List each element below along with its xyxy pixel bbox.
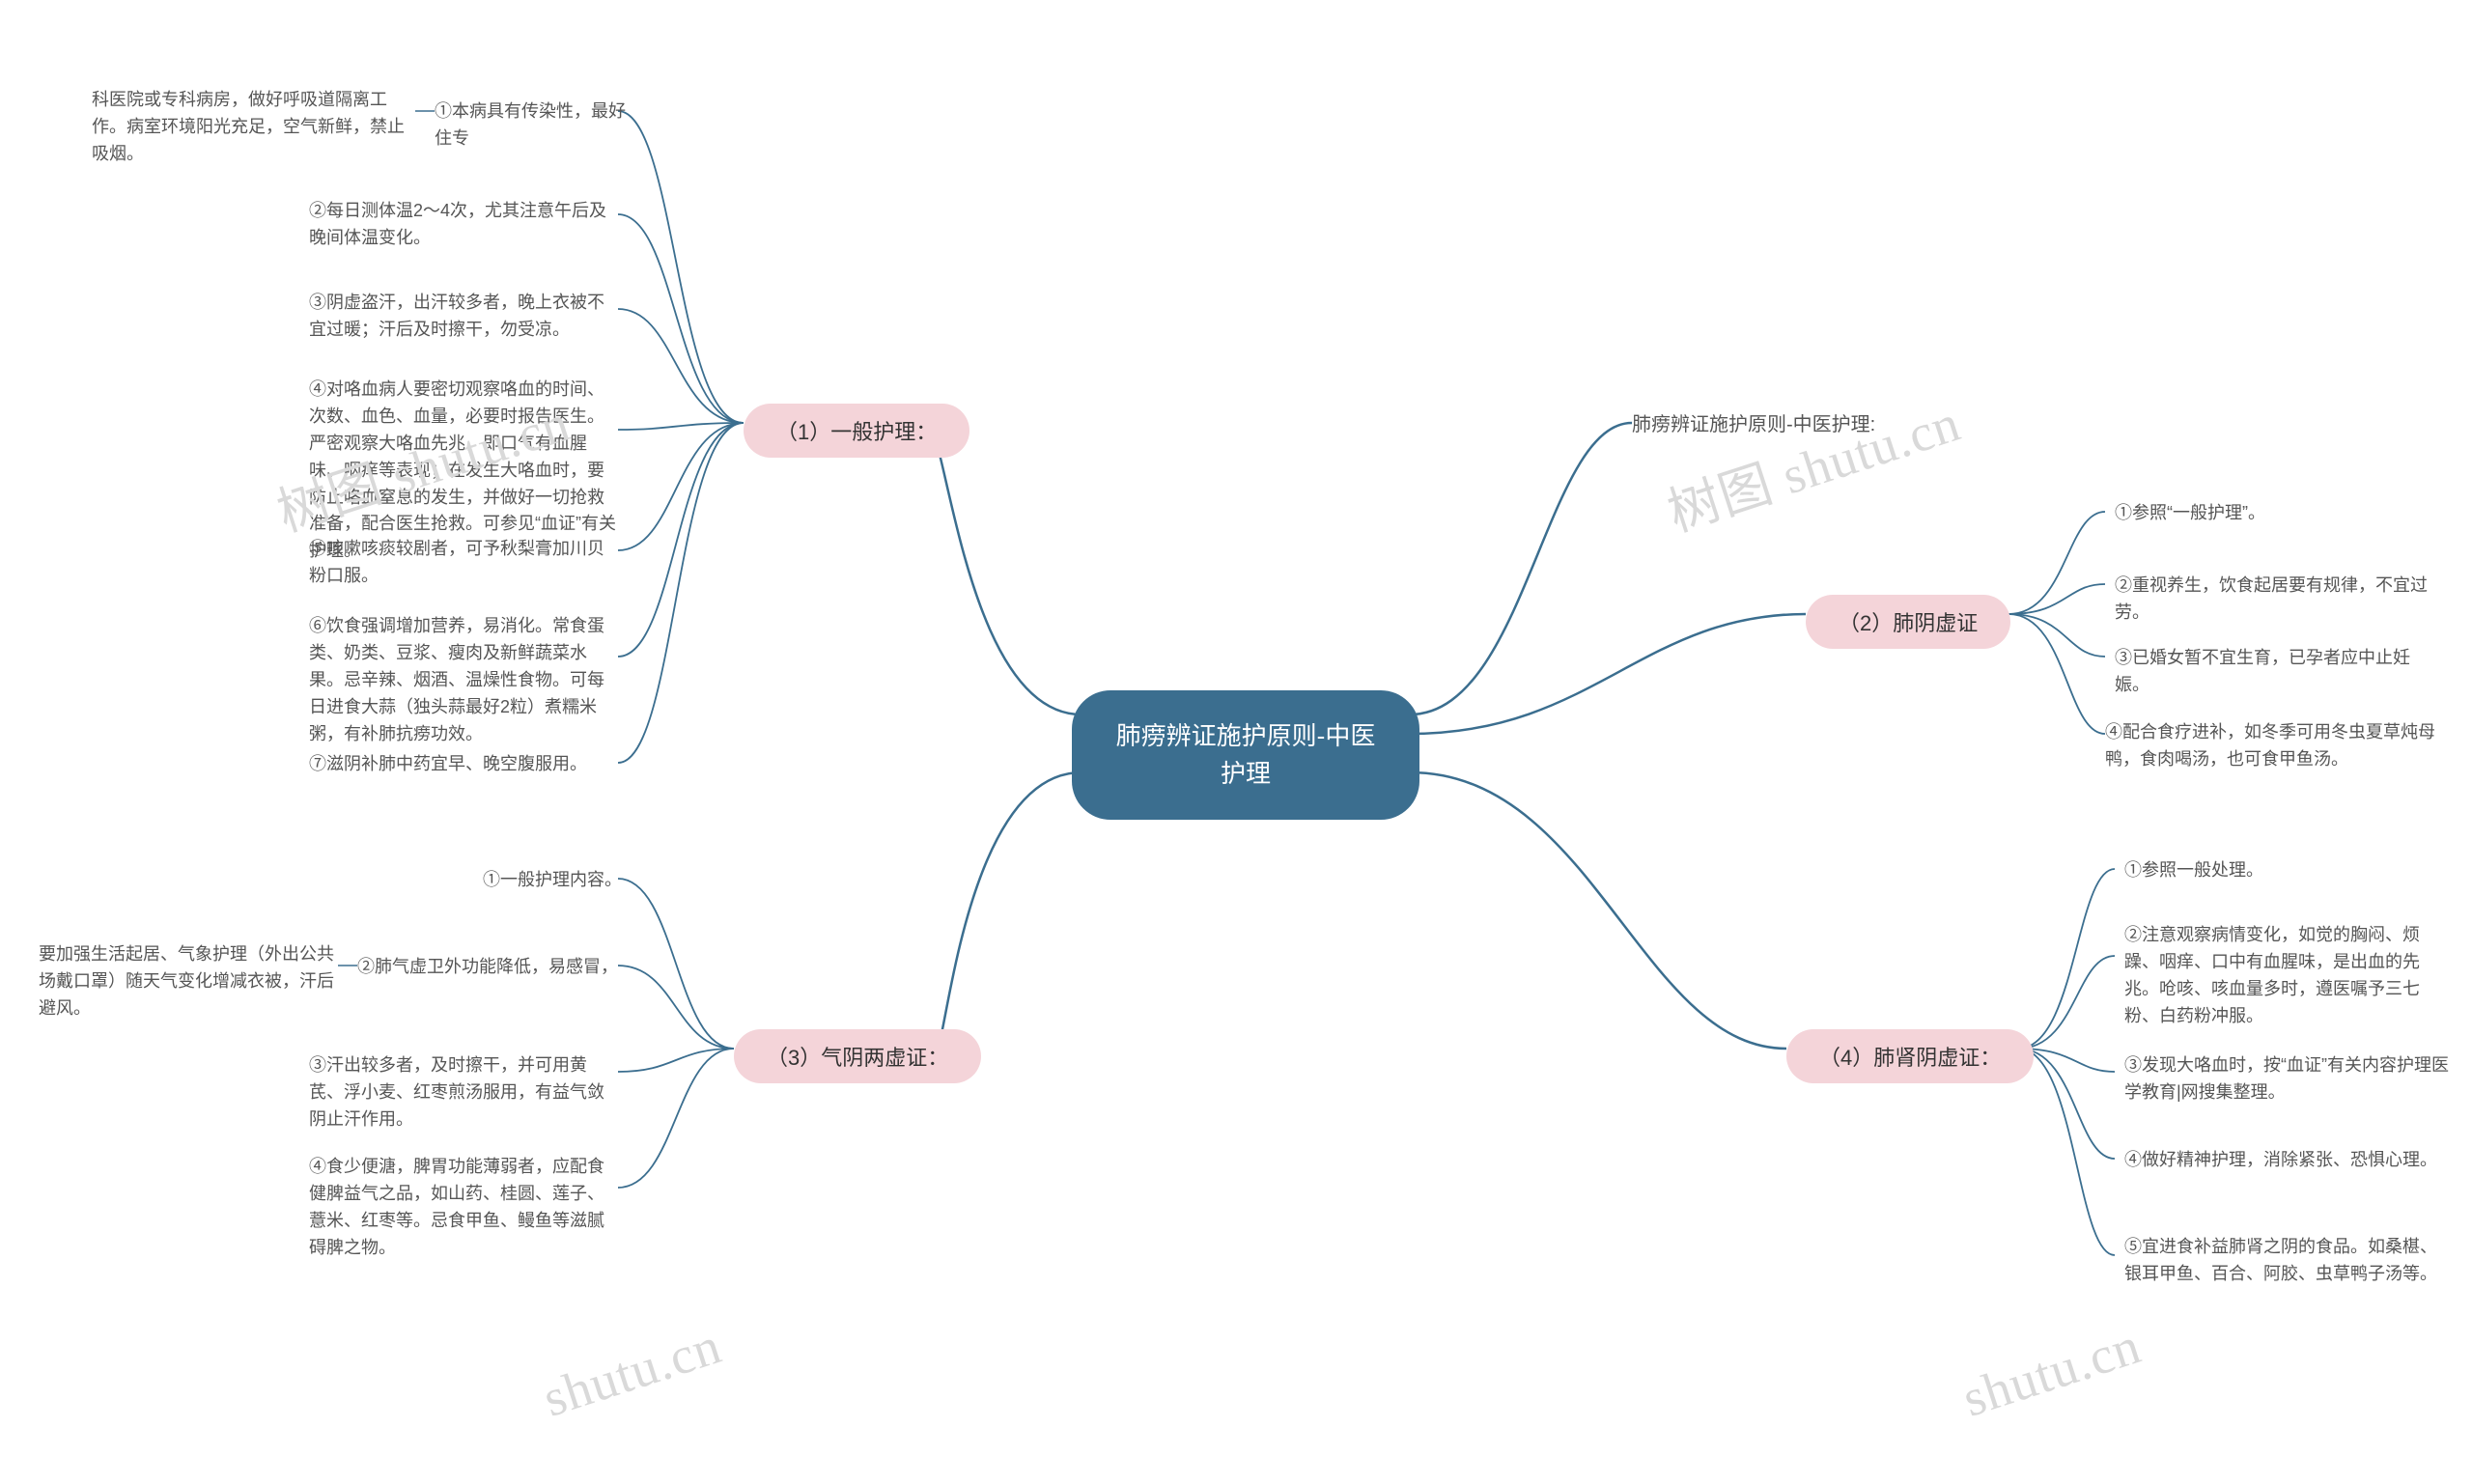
leaf-b2-1-text: ①参照“一般护理”。 — [2115, 503, 2265, 522]
leaf-b1-3-text: ③阴虚盗汗，出汗较多者，晚上衣被不宜过暖；汗后及时擦干，勿受凉。 — [309, 293, 604, 339]
branch-4: （4）肺肾阴虚证： — [1786, 1029, 2034, 1083]
branch-4-label: （4）肺肾阴虚证： — [1819, 1046, 2001, 1070]
branch-3: （3）气阴两虚证： — [734, 1029, 981, 1083]
branch-title-right-label: 肺痨辨证施护原则-中医护理: — [1632, 414, 1875, 435]
leaf-b2-1: ①参照“一般护理”。 — [2115, 500, 2265, 527]
leaf-b3-4: ④食少便溏，脾胃功能薄弱者，应配食健脾益气之品，如山药、桂圆、莲子、薏米、红枣等… — [309, 1154, 618, 1262]
leaf-b1-7: ⑦滋阴补肺中药宜早、晚空腹服用。 — [309, 751, 587, 778]
leaf-b3-3-text: ③汗出较多者，及时擦干，并可用黄芪、浮小麦、红枣煎汤服用，有益气敛阴止汗作用。 — [309, 1055, 604, 1129]
branch-2: （2）肺阴虚证 — [1806, 595, 2010, 649]
branch-1: （1）一般护理： — [744, 404, 969, 458]
watermark-4: shutu.cn — [1955, 1315, 2148, 1429]
leaf-b1-6: ⑥饮食强调增加营养，易消化。常食蛋类、奶类、豆浆、瘦肉及新鲜蔬菜水果。忌辛辣、烟… — [309, 613, 618, 747]
leaf-b3-4-text: ④食少便溏，脾胃功能薄弱者，应配食健脾益气之品，如山药、桂圆、莲子、薏米、红枣等… — [309, 1157, 604, 1257]
watermark-3-text: shutu.cn — [536, 1316, 728, 1428]
leaf-b2-4-text: ④配合食疗进补，如冬季可用冬虫夏草炖母鸭，食肉喝汤，也可食甲鱼汤。 — [2105, 722, 2435, 769]
leaf-b4-5: ⑤宜进食补益肺肾之阴的食品。如桑椹、银耳甲鱼、百合、阿胶、虫草鸭子汤等。 — [2124, 1234, 2453, 1288]
leaf-b1-2-text: ②每日测体温2～4次，尤其注意午后及晚间体温变化。 — [309, 201, 606, 247]
leaf-b3-1-text: ①一般护理内容。 — [483, 870, 622, 889]
watermark-2: 树图 shutu.cn — [1656, 379, 1968, 546]
leaf-b3-1: ①一般护理内容。 — [483, 867, 622, 894]
center-node: 肺痨辨证施护原则-中医护理 — [1072, 690, 1419, 820]
leaf-b2-3: ③已婚女暂不宜生育，已孕者应中止妊娠。 — [2115, 645, 2443, 699]
watermark-3: shutu.cn — [536, 1315, 728, 1429]
leaf-b1-4-text: ④对咯血病人要密切观察咯血的时间、次数、血色、血量，必要时报告医生。严密观察大咯… — [309, 379, 616, 560]
leaf-b1-1b: ①本病具有传染性，最好住专 — [435, 98, 628, 153]
branch-1-label: （1）一般护理： — [776, 420, 937, 444]
leaf-b1-1a: 科医院或专科病房，做好呼吸道隔离工作。病室环境阳光充足，空气新鲜，禁止吸烟。 — [92, 87, 420, 168]
leaf-b4-1: ①参照一般处理。 — [2124, 857, 2263, 884]
leaf-b4-4-text: ④做好精神护理，消除紧张、恐惧心理。 — [2124, 1150, 2437, 1169]
leaf-b4-4: ④做好精神护理，消除紧张、恐惧心理。 — [2124, 1147, 2437, 1174]
leaf-b1-1a-text: 科医院或专科病房，做好呼吸道隔离工作。病室环境阳光充足，空气新鲜，禁止吸烟。 — [92, 90, 405, 163]
leaf-b4-5-text: ⑤宜进食补益肺肾之阴的食品。如桑椹、银耳甲鱼、百合、阿胶、虫草鸭子汤等。 — [2124, 1237, 2437, 1283]
leaf-b4-1-text: ①参照一般处理。 — [2124, 860, 2263, 880]
leaf-b3-2a: 要加强生活起居、气象护理（外出公共场戴口罩）随天气变化增减衣被，汗后避风。 — [39, 941, 348, 1022]
leaf-b4-3-text: ③发现大咯血时，按“血证”有关内容护理医学教育|网搜集整理。 — [2124, 1055, 2449, 1102]
leaf-b1-5: ⑤咳嗽咳痰较剧者，可予秋梨膏加川贝粉口服。 — [309, 536, 618, 590]
leaf-b4-2-text: ②注意观察病情变化，如觉的胸闷、烦躁、咽痒、口中有血腥味，是出血的先兆。呛咳、咳… — [2124, 925, 2420, 1025]
branch-2-label: （2）肺阴虚证 — [1839, 611, 1978, 635]
leaf-b3-3: ③汗出较多者，及时擦干，并可用黄芪、浮小麦、红枣煎汤服用，有益气敛阴止汗作用。 — [309, 1052, 618, 1134]
leaf-b1-6-text: ⑥饮食强调增加营养，易消化。常食蛋类、奶类、豆浆、瘦肉及新鲜蔬菜水果。忌辛辣、烟… — [309, 616, 604, 743]
leaf-b1-3: ③阴虚盗汗，出汗较多者，晚上衣被不宜过暖；汗后及时擦干，勿受凉。 — [309, 290, 618, 344]
leaf-b3-2a-text: 要加强生活起居、气象护理（外出公共场戴口罩）随天气变化增减衣被，汗后避风。 — [39, 944, 334, 1018]
branch-title-right: 肺痨辨证施护原则-中医护理: — [1632, 410, 1875, 440]
center-label: 肺痨辨证施护原则-中医护理 — [1116, 721, 1376, 788]
leaf-b2-2: ②重视养生，饮食起居要有规律，不宜过劳。 — [2115, 573, 2443, 627]
leaf-b1-1b-text: ①本病具有传染性，最好住专 — [435, 101, 626, 148]
leaf-b3-2b: ②肺气虚卫外功能降低，易感冒， — [357, 954, 618, 981]
leaf-b1-7-text: ⑦滋阴补肺中药宜早、晚空腹服用。 — [309, 754, 587, 773]
leaf-b2-3-text: ③已婚女暂不宜生育，已孕者应中止妊娠。 — [2115, 648, 2410, 694]
branch-3-label: （3）气阴两虚证： — [767, 1046, 948, 1070]
leaf-b3-2b-text: ②肺气虚卫外功能降低，易感冒， — [357, 957, 618, 976]
leaf-b1-5-text: ⑤咳嗽咳痰较剧者，可予秋梨膏加川贝粉口服。 — [309, 539, 604, 585]
leaf-b2-2-text: ②重视养生，饮食起居要有规律，不宜过劳。 — [2115, 575, 2428, 622]
leaf-b4-2: ②注意观察病情变化，如觉的胸闷、烦躁、咽痒、口中有血腥味，是出血的先兆。呛咳、咳… — [2124, 922, 2453, 1030]
leaf-b2-4: ④配合食疗进补，如冬季可用冬虫夏草炖母鸭，食肉喝汤，也可食甲鱼汤。 — [2105, 719, 2462, 773]
leaf-b4-3: ③发现大咯血时，按“血证”有关内容护理医学教育|网搜集整理。 — [2124, 1052, 2453, 1106]
watermark-4-text: shutu.cn — [1955, 1316, 2148, 1428]
leaf-b1-2: ②每日测体温2～4次，尤其注意午后及晚间体温变化。 — [309, 198, 618, 252]
